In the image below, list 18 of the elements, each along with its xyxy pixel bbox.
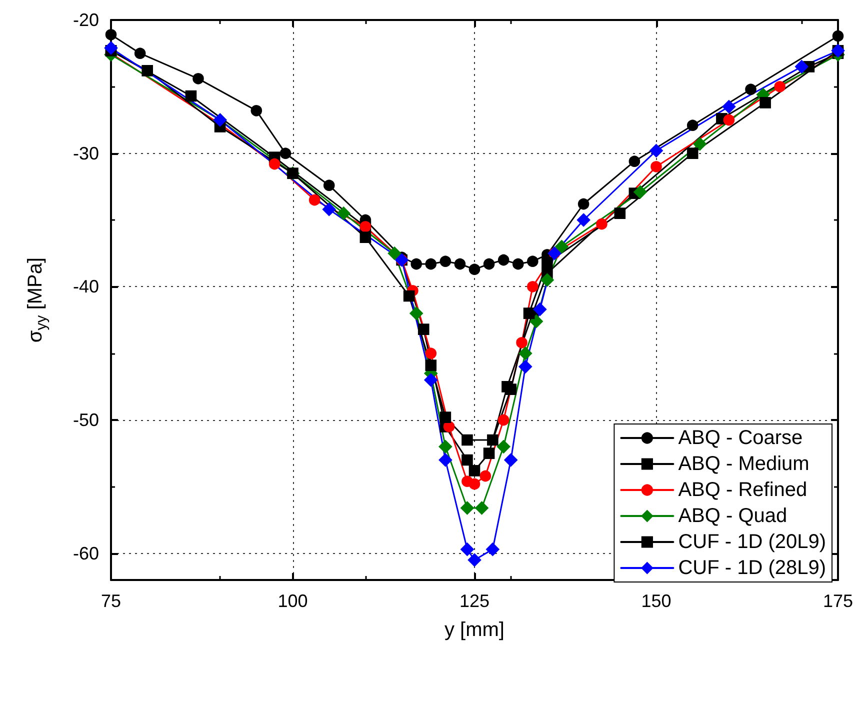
y-tick-label: -60 <box>72 543 99 564</box>
y-axis-title: σyy [MPa] <box>24 257 50 343</box>
y-tick-label: -30 <box>72 143 99 164</box>
y-tick-label: -20 <box>72 10 99 30</box>
x-tick-label: 100 <box>278 591 308 611</box>
x-tick-label: 125 <box>459 591 490 611</box>
legend-label: ABQ - Coarse <box>678 427 803 449</box>
legend-label: CUF - 1D (28L9) <box>678 557 826 579</box>
x-axis-title: y [mm] <box>444 619 504 641</box>
y-tick-label: -40 <box>72 276 99 297</box>
legend-label: CUF - 1D (20L9) <box>678 531 826 553</box>
x-tick-label: 75 <box>100 591 122 611</box>
legend-label: ABQ - Medium <box>678 453 810 475</box>
legend-label: ABQ - Quad <box>678 505 788 527</box>
y-tick-label: -50 <box>72 410 99 430</box>
x-tick-label: 175 <box>822 591 854 611</box>
legend-label: ABQ - Refined <box>678 479 808 501</box>
x-tick-label: 150 <box>641 591 672 611</box>
